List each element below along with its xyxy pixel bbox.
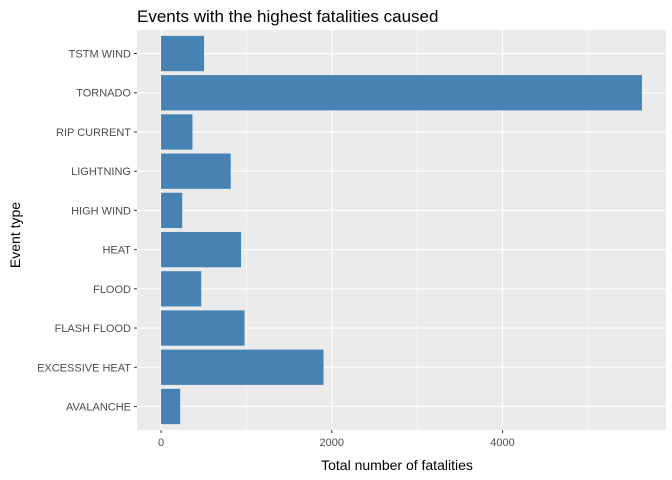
bar-heat [161, 231, 242, 268]
x-tick-label: 0 [158, 437, 164, 449]
y-tick-label: AVALANCHE [66, 401, 131, 413]
y-tick-label: RIP CURRENT [56, 127, 131, 139]
bars [161, 35, 642, 425]
y-tick-label: HIGH WIND [71, 205, 131, 217]
bar-flood [161, 271, 202, 307]
y-tick-label: FLOOD [93, 284, 131, 296]
y-tick-label: LIGHTNING [71, 166, 131, 178]
chart-title: Events with the highest fatalities cause… [137, 7, 438, 26]
x-axis-title: Total number of fatalities [321, 457, 473, 473]
y-tick-label: TORNADO [76, 88, 131, 100]
bar-flash-flood [161, 310, 245, 346]
bar-rip-current [161, 114, 193, 150]
y-axis: AVALANCHE EXCESSIVE HEAT FLASH FLOOD FLOOD H… [37, 49, 137, 413]
bar-tstm-wind [161, 35, 205, 72]
bar-lightning [161, 153, 231, 189]
x-tick-label: 2000 [320, 437, 344, 449]
bar-tornado [161, 75, 642, 111]
y-tick-label: TSTM WIND [69, 49, 131, 61]
y-tick-label: HEAT [102, 245, 131, 257]
bar-avalanche [161, 388, 181, 425]
y-tick-label: FLASH FLOOD [55, 323, 131, 335]
x-axis: 0 2000 4000 [158, 430, 515, 449]
bar-excessive-heat [161, 349, 324, 385]
y-tick-label: EXCESSIVE HEAT [37, 362, 131, 374]
bar-high-wind [161, 192, 183, 229]
y-axis-title: Event type [7, 202, 23, 268]
x-tick-label: 4000 [490, 437, 514, 449]
